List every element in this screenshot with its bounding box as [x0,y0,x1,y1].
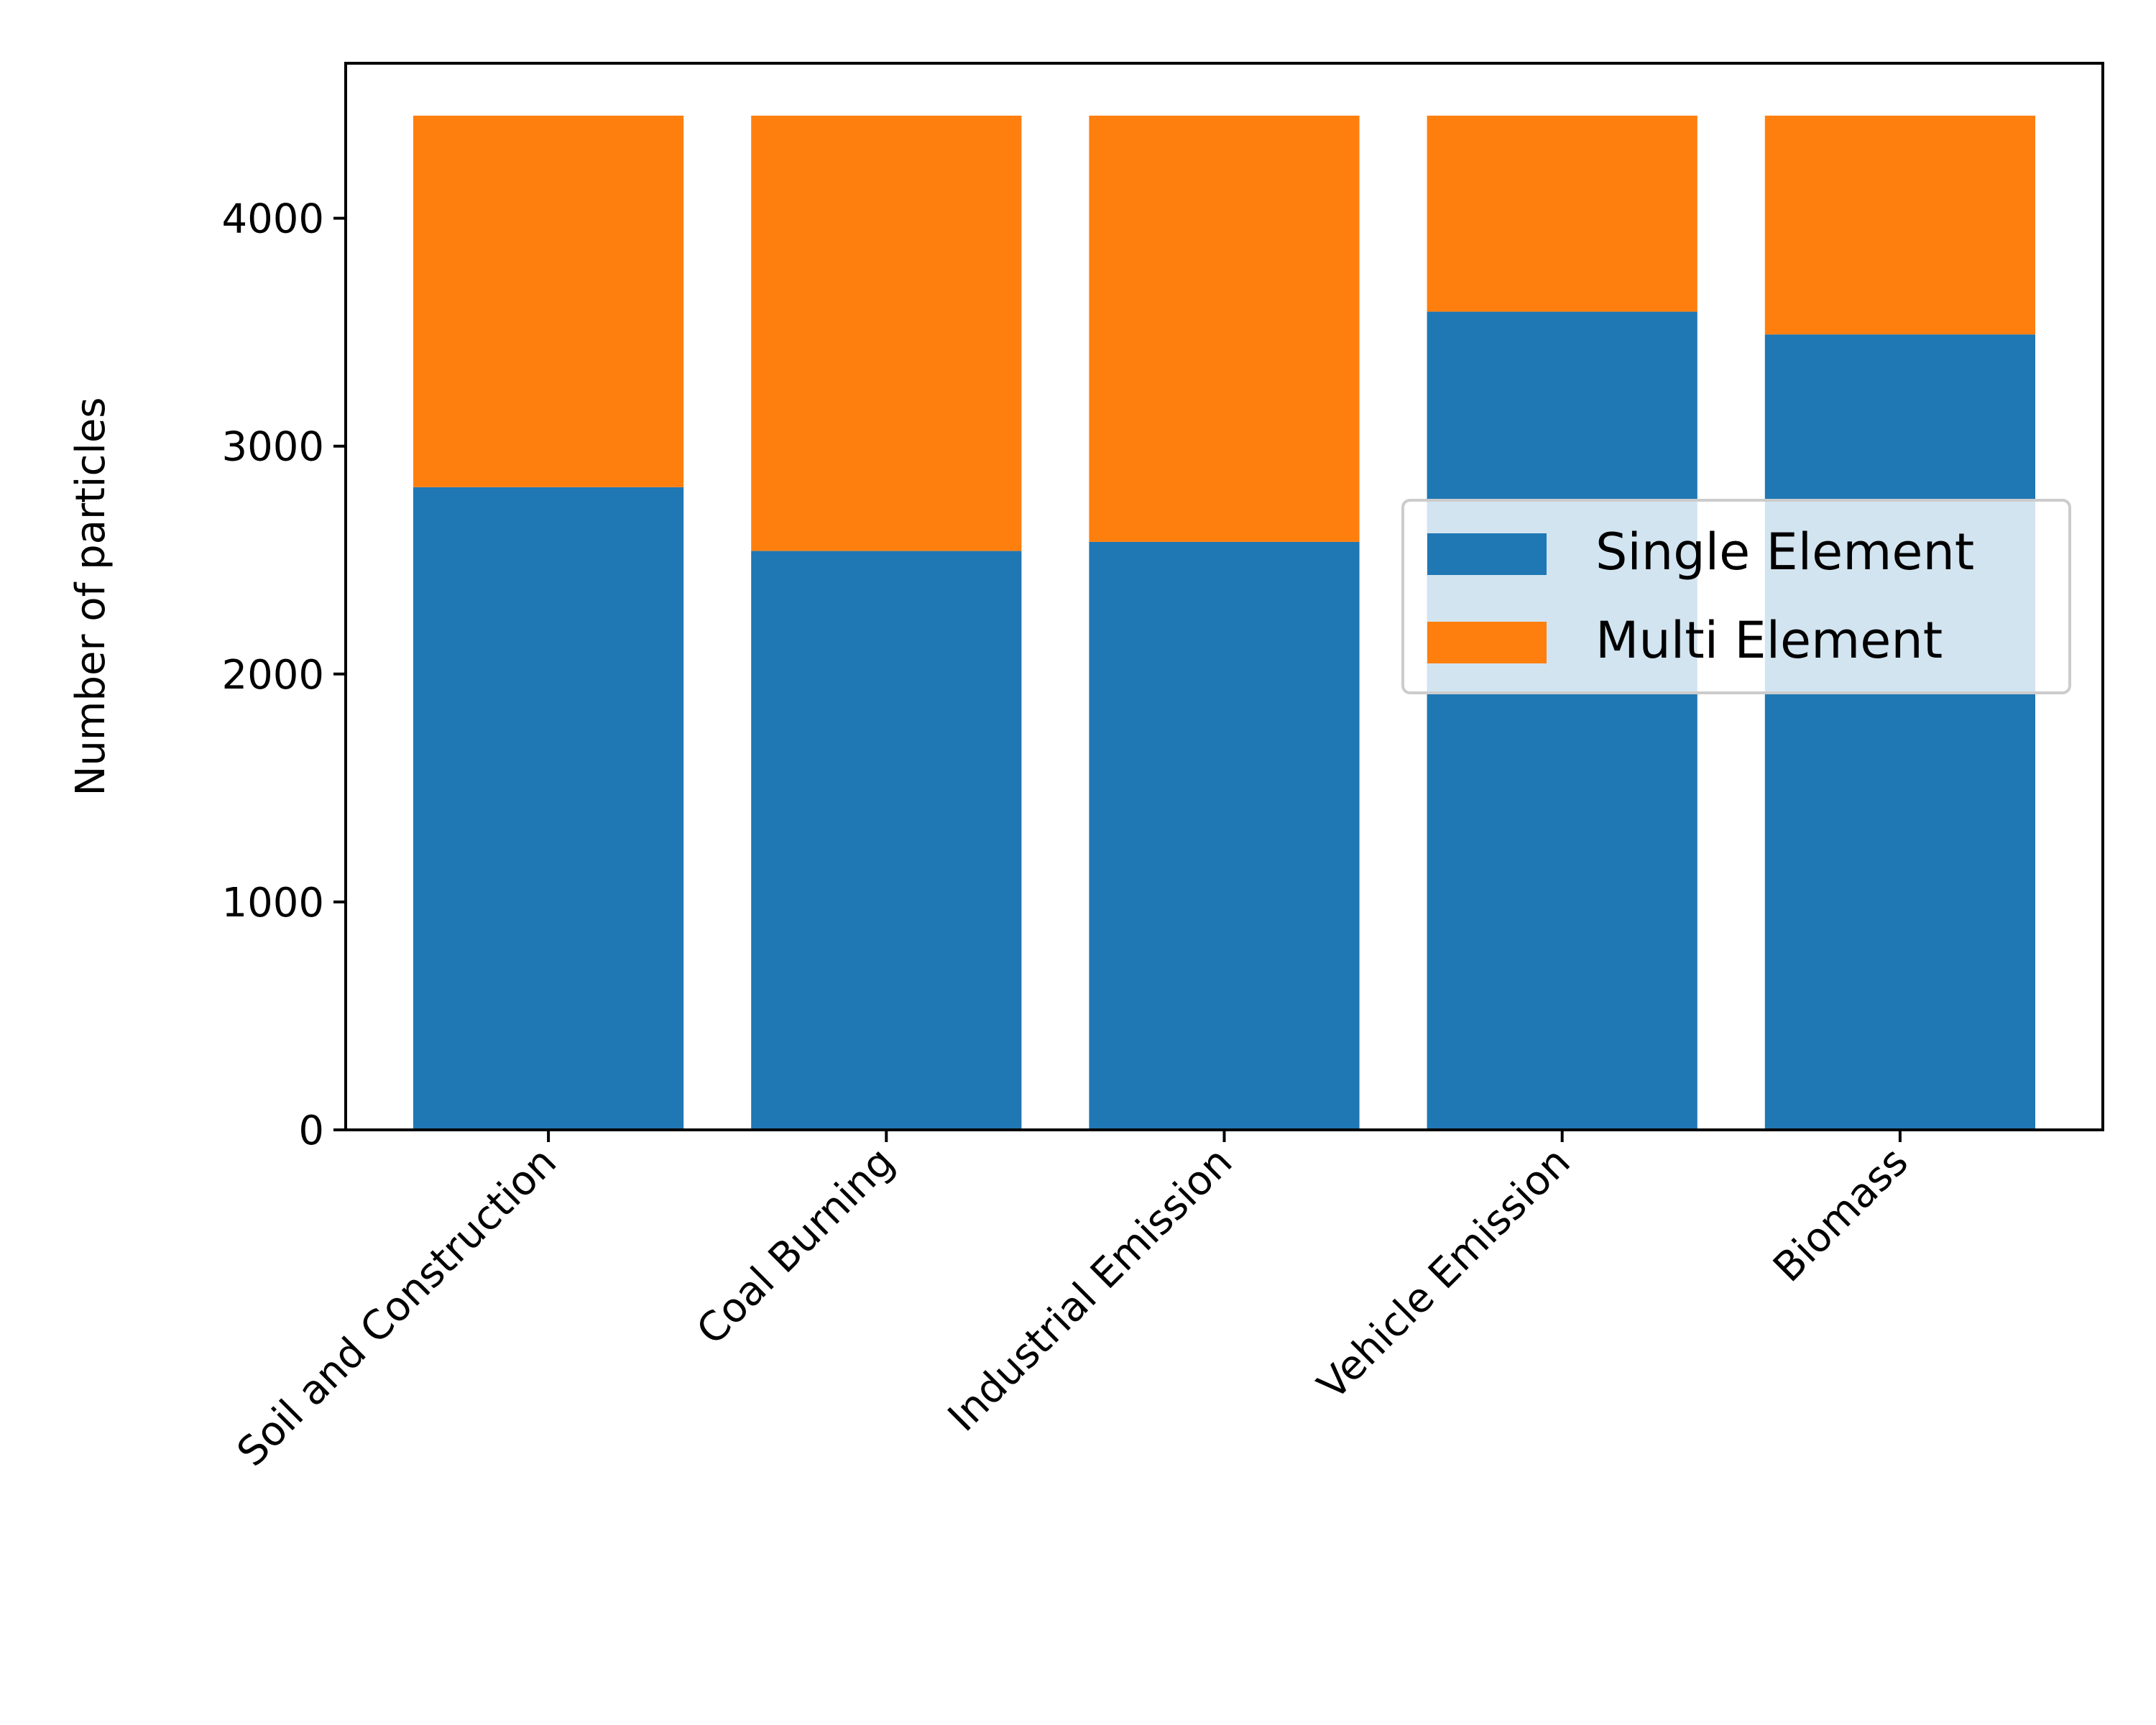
bar-multi-element-industrial-emission [1089,115,1360,542]
legend-swatch-single-element [1427,533,1547,575]
x-tick-label-biomass: Biomass [1764,1138,1917,1291]
bar-single-element-soil-and-construction [413,487,684,1130]
bars-layer [413,115,2035,1131]
legend-swatch-multi-element [1427,622,1547,663]
x-tick-label-vehicle-emission: Vehicle Emission [1309,1138,1579,1409]
bar-multi-element-vehicle-emission [1427,115,1697,312]
bar-multi-element-biomass [1764,115,2035,335]
y-tick-label-4000: 4000 [221,196,324,243]
legend-box [1401,499,2071,694]
legend-label-single-element: Single Element [1595,523,1974,581]
y-tick-label-2000: 2000 [221,652,324,699]
y-tick-label-3000: 3000 [221,424,324,471]
bar-multi-element-coal-burning [751,115,1022,551]
bar-multi-element-soil-and-construction [413,115,684,487]
legend-label-multi-element: Multi Element [1595,611,1943,670]
bar-single-element-industrial-emission [1089,541,1360,1130]
x-tick-label-industrial-emission: Industrial Emission [939,1138,1241,1440]
bar-single-element-vehicle-emission [1427,311,1697,1131]
bar-single-element-coal-burning [751,551,1022,1130]
bar-single-element-biomass [1764,334,2035,1130]
y-axis-label: Number of particles [68,397,114,796]
y-tick-label-1000: 1000 [221,880,324,926]
legend: Single Element Multi Element [1401,499,2071,694]
x-tick-label-coal-burning: Coal Burning [688,1138,903,1354]
y-tick-label-0: 0 [298,1108,324,1154]
x-tick-label-soil-and-construction: Soil and Construction [229,1138,566,1476]
